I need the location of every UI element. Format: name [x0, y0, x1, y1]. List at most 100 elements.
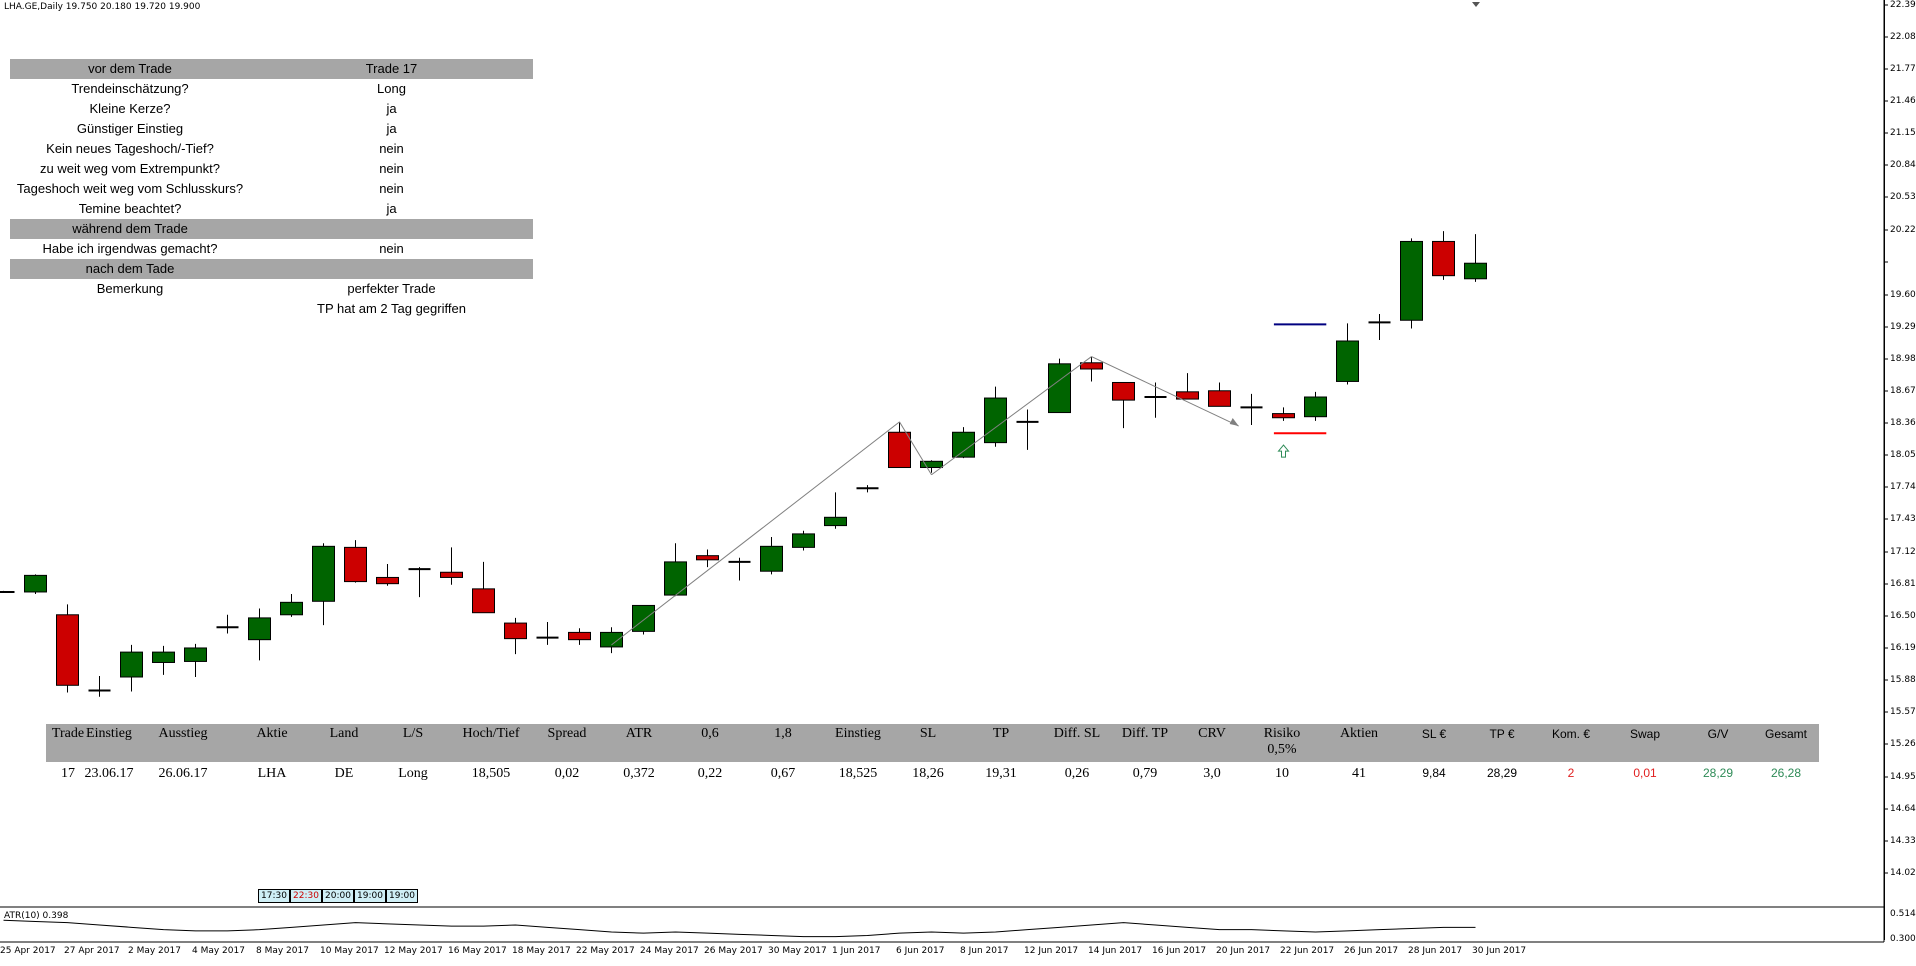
trade-table-cell: 0,79: [1132, 766, 1158, 781]
candle-body: [1112, 381, 1135, 401]
trade-table-row: 17 23.06.17 26.06.17 LHA DE Long 18,505 0,02 0,3…: [46, 762, 1819, 788]
checklist-answer: TP hat am 2 Tag gegriffen: [317, 301, 466, 316]
trade-table-cell: 0,01: [1633, 766, 1657, 780]
date-axis-label: 1 Jun 2017: [832, 946, 881, 956]
trade-table-header-cell: L/S: [402, 726, 424, 741]
candle-body: [664, 561, 687, 596]
candle-body: [984, 397, 1007, 444]
checklist-question: zu weit weg vom Extrempunkt?: [40, 161, 220, 176]
checklist-answer: ja: [386, 101, 397, 116]
checklist-question: Habe ich irgendwas gemacht?: [42, 241, 218, 256]
candle-body: [184, 647, 207, 662]
date-axis-label: 26 Jun 2017: [1344, 946, 1399, 956]
date-axis-label: 4 May 2017: [192, 946, 245, 956]
checklist-answer: [250, 219, 533, 239]
trade-table-header: Trade Einstieg Ausstieg Aktie Land L/S Hoch/Ti…: [46, 724, 1819, 762]
date-axis-label: 27 Apr 2017: [64, 946, 120, 956]
price-axis-label: 16.810: [1890, 579, 1916, 589]
candle-body: [952, 431, 975, 458]
checklist-row: TP hat am 2 Tag gegriffen: [10, 299, 533, 319]
candle-body: [920, 460, 943, 469]
checklist-row: Trendeinschätzung? Long: [10, 79, 533, 99]
trade-table-cell: 0,22: [697, 766, 723, 781]
date-axis-label: 30 May 2017: [768, 946, 827, 956]
candle-body: [1400, 240, 1423, 321]
checklist-question: Kein neues Tageshoch/-Tief?: [46, 141, 214, 156]
trade-table-header-cell: Trade: [51, 726, 85, 741]
checklist-row: Temine beachtet? ja: [10, 199, 533, 219]
chart-header: LHA.GE,Daily 19.750 20.180 19.720 19.900: [4, 2, 201, 12]
trend-line: [611, 421, 900, 646]
price-axis-label: 16.190: [1890, 643, 1916, 653]
time-box: 19:00: [354, 889, 386, 903]
checklist-question: vor dem Trade: [88, 61, 172, 76]
date-axis-label: 12 Jun 2017: [1024, 946, 1079, 956]
trade-table-cell: 10: [1275, 766, 1289, 781]
trade-table-cell: DE: [334, 766, 354, 781]
candle-body: [1208, 390, 1231, 407]
checklist-question: Günstiger Einstieg: [76, 121, 184, 136]
buy-arrow-icon: [1277, 444, 1290, 458]
trend-line: [931, 356, 1092, 476]
trade-table-cell: 3,0: [1203, 766, 1221, 781]
trade-table-header-cell: Aktie: [256, 726, 288, 741]
trade-table: Trade Einstieg Ausstieg Aktie Land L/S Hoch/Ti…: [46, 724, 1819, 788]
candle-body: [1432, 240, 1455, 277]
checklist-question: Tageshoch weit weg vom Schlusskurs?: [16, 181, 244, 196]
trade-table-cell: 28,29: [1702, 766, 1734, 780]
trade-table-header-cell: SL: [919, 726, 937, 741]
checklist-row: vor dem Trade Trade 17: [10, 59, 533, 79]
candle-body: [504, 622, 527, 640]
trade-table-cell: LHA: [257, 766, 287, 781]
date-axis-label: 10 May 2017: [320, 946, 379, 956]
price-axis-label: 19.290: [1890, 322, 1916, 332]
date-axis-label: 12 May 2017: [384, 946, 443, 956]
candle-body: [1176, 391, 1199, 400]
price-axis-label: 20.530: [1890, 192, 1916, 202]
trade-table-cell: 19,31: [985, 766, 1017, 781]
trade-table-header-cell: G/V: [1707, 727, 1729, 741]
checklist-question: während dem Trade: [72, 221, 188, 236]
price-axis-label: 14.950: [1890, 772, 1916, 782]
price-axis-label: 15.260: [1890, 739, 1916, 749]
price-axis-label: 17.430: [1890, 514, 1916, 524]
price-axis-label: 21.150: [1890, 128, 1916, 138]
trade-table-header-cell: Diff. SL: [1053, 726, 1101, 741]
trade-table-header-cell: Hoch/Tief: [462, 726, 520, 741]
checklist-answer: [250, 259, 533, 279]
time-box: 19:00: [386, 889, 418, 903]
candle-body: [56, 614, 79, 686]
candle-body: [344, 546, 367, 583]
trend-line: [899, 421, 932, 476]
time-box: 17:30: [258, 889, 290, 903]
trade-table-cell: 0,372: [623, 766, 655, 781]
trade-table-header-cell: 0,6: [701, 726, 719, 741]
price-axis-label: 18.980: [1890, 354, 1916, 364]
trade-table-cell: 28,29: [1486, 766, 1518, 780]
trade-table-header-cell: TP: [992, 726, 1010, 741]
atr-axis-label: 0.514: [1890, 909, 1916, 919]
candle-body: [760, 545, 783, 572]
arrow-head-icon: [1229, 418, 1239, 427]
candle-body: [696, 555, 719, 561]
candle-body: [24, 574, 47, 593]
checklist-answer: nein: [379, 161, 404, 176]
candle-body: [1336, 340, 1359, 382]
checklist-question: Kleine Kerze?: [89, 101, 171, 116]
checklist-row: nach dem Tade: [10, 259, 533, 279]
checklist-row: Kleine Kerze? ja: [10, 99, 533, 119]
trade-checklist: vor dem Trade Trade 17 Trendeinschätzung? L…: [10, 59, 533, 319]
price-axis-label: 15.880: [1890, 675, 1916, 685]
candle-body: [280, 601, 303, 616]
trade-table-header-cell: Spread: [547, 726, 587, 741]
price-axis-label: 22.080: [1890, 32, 1916, 42]
date-axis-label: 14 Jun 2017: [1088, 946, 1143, 956]
trade-table-header-cell: Risiko 0,5%: [1263, 726, 1301, 757]
checklist-row: Tageshoch weit weg vom Schlusskurs? nein: [10, 179, 533, 199]
trade-table-header-cell: Ausstieg: [158, 726, 208, 741]
checklist-question: nach dem Tade: [85, 261, 175, 276]
price-axis-label: 14.640: [1890, 804, 1916, 814]
candle-body: [888, 431, 911, 469]
trade-table-cell: 0,02: [554, 766, 580, 781]
